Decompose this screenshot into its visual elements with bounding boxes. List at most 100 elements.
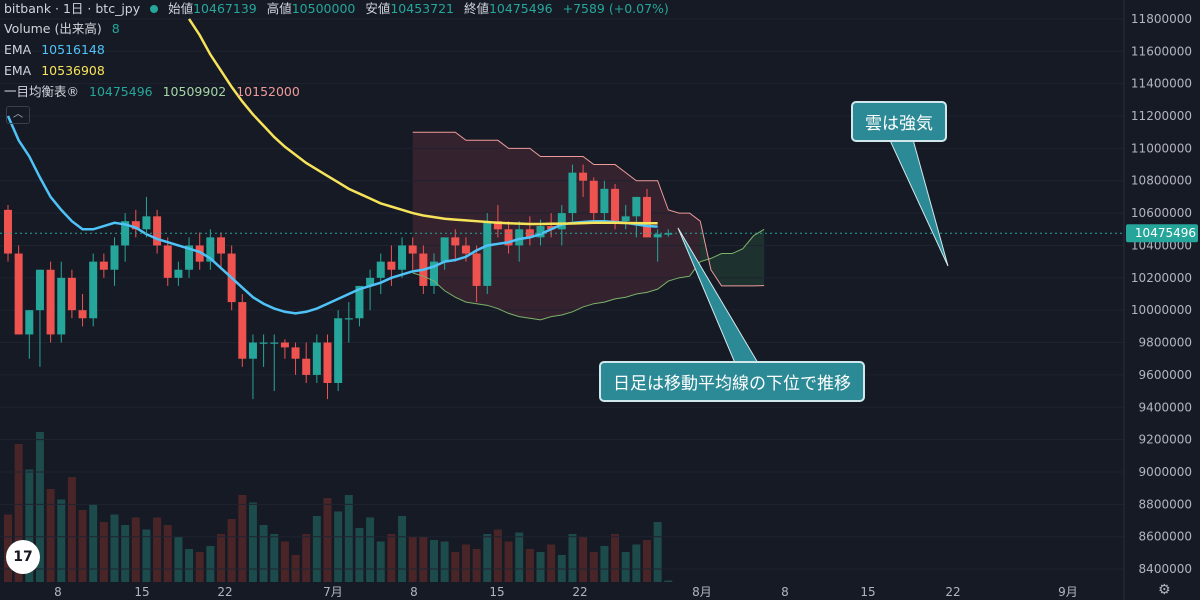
volume-bar — [493, 529, 502, 582]
candle-body — [547, 226, 556, 230]
candle-body — [611, 188, 620, 222]
indicator-name: Volume (出来高) — [4, 21, 102, 36]
current-price-label: 10475496 — [1135, 226, 1196, 240]
candle-body — [57, 277, 66, 335]
volume-bar — [621, 552, 630, 582]
x-tick-label: 7月 — [323, 585, 343, 599]
status-dot-icon — [150, 5, 159, 13]
candle-body — [99, 261, 108, 270]
candle-body — [110, 245, 119, 270]
volume-bar — [557, 555, 566, 582]
candle-body — [579, 172, 588, 181]
current-price-tag — [1126, 224, 1198, 243]
candle-body — [621, 216, 630, 222]
volume-bar — [323, 498, 332, 582]
candle-body — [430, 261, 438, 286]
volume-bar — [302, 534, 311, 582]
volume-bar — [57, 499, 66, 582]
y-tick-label: 10200000 — [1131, 271, 1192, 285]
volume-bar — [238, 495, 247, 582]
candle-body — [472, 253, 481, 286]
y-tick-label: 8400000 — [1139, 562, 1192, 576]
candle-body — [344, 318, 353, 320]
x-tick-label: 15 — [489, 585, 504, 599]
volume-bar — [387, 534, 396, 582]
volume-bar — [174, 537, 183, 582]
volume-bar — [270, 534, 279, 582]
volume-bar — [291, 555, 300, 582]
candle-body — [323, 342, 332, 383]
volume-bar — [398, 516, 407, 582]
high-label: 高値 — [266, 1, 292, 16]
indicator-value: 10475496 — [89, 84, 153, 99]
candle-body — [504, 229, 513, 246]
volume-bar — [35, 432, 44, 582]
y-tick-label: 9000000 — [1139, 465, 1192, 479]
legend-volume[interactable]: Volume (出来高) 8 — [4, 21, 126, 37]
volume-bar — [206, 546, 215, 582]
volume-bar — [547, 544, 556, 582]
legend-ichimoku[interactable]: 一目均衡表® 10475496 10509902 10152000 — [4, 84, 306, 100]
volume-bar — [153, 517, 162, 582]
legend-ema-slow[interactable]: EMA 10536908 — [4, 63, 111, 79]
candle-body — [387, 261, 396, 270]
symbol-title[interactable]: bitbank · 1日 · btc_jpy — [4, 1, 141, 16]
indicator-value: 10152000 — [236, 84, 300, 99]
y-tick-label: 9600000 — [1139, 368, 1192, 382]
candle-body — [291, 347, 300, 359]
y-tick-label: 11400000 — [1131, 77, 1192, 91]
tradingview-logo-icon[interactable]: 17 — [6, 540, 40, 574]
volume-bar — [515, 532, 524, 582]
candle-body — [217, 237, 225, 254]
volume-bar — [536, 552, 545, 582]
chevron-up-icon[interactable]: ︿ — [6, 106, 30, 124]
volume-bar — [14, 444, 23, 582]
span-b-line — [412, 131, 765, 287]
volume-bar — [664, 580, 673, 582]
indicator-value: 8 — [111, 21, 120, 36]
volume-bar — [217, 534, 225, 582]
high-value: 10500000 — [291, 1, 356, 16]
y-tick-label: 9400000 — [1139, 400, 1192, 414]
volume-bar — [344, 495, 353, 582]
candle-body — [163, 245, 172, 278]
candle-body — [248, 342, 257, 359]
candle-body — [174, 269, 183, 278]
volume-bar — [440, 541, 449, 582]
volume-bar — [185, 549, 194, 582]
x-tick-label: 15 — [860, 585, 875, 599]
volume-bar — [280, 541, 289, 582]
candle-body — [568, 172, 577, 214]
candle-body — [461, 245, 470, 254]
volume-bar — [227, 519, 236, 582]
volume-bar — [632, 544, 641, 582]
y-tick-label: 11000000 — [1131, 141, 1192, 155]
open-value: 10467139 — [193, 1, 257, 16]
legend-ema-fast[interactable]: EMA 10516148 — [4, 42, 111, 58]
indicator-name: EMA — [4, 63, 32, 78]
volume-bar — [312, 516, 321, 582]
volume-bar — [99, 522, 108, 582]
indicator-value: 10509902 — [162, 84, 227, 99]
volume-bar — [46, 489, 55, 582]
candle-body — [67, 277, 76, 311]
gear-icon[interactable]: ⚙ — [1158, 582, 1171, 598]
indicator-value: 10536908 — [41, 63, 105, 78]
y-tick-label: 10000000 — [1131, 303, 1192, 317]
candle-body — [536, 226, 545, 238]
y-tick-label: 8600000 — [1139, 530, 1192, 544]
close-label: 終値 — [463, 1, 489, 16]
time-axis: 8 15 22 7月 8 15 22 8月 8 15 22 9月 — [54, 585, 1078, 599]
candle-body — [46, 269, 55, 335]
legend-main: bitbank · 1日 · btc_jpy 始値10467139 高値1050… — [4, 1, 675, 17]
candle-body — [131, 221, 140, 230]
y-tick-label: 11200000 — [1131, 109, 1192, 123]
candle-body — [206, 237, 215, 262]
volume-bar — [25, 469, 34, 582]
volume-bar — [131, 517, 140, 582]
volume-bar — [355, 528, 364, 582]
x-tick-label: 9月 — [1058, 585, 1078, 599]
volume-bar — [451, 552, 460, 582]
volume-bar — [472, 549, 481, 582]
